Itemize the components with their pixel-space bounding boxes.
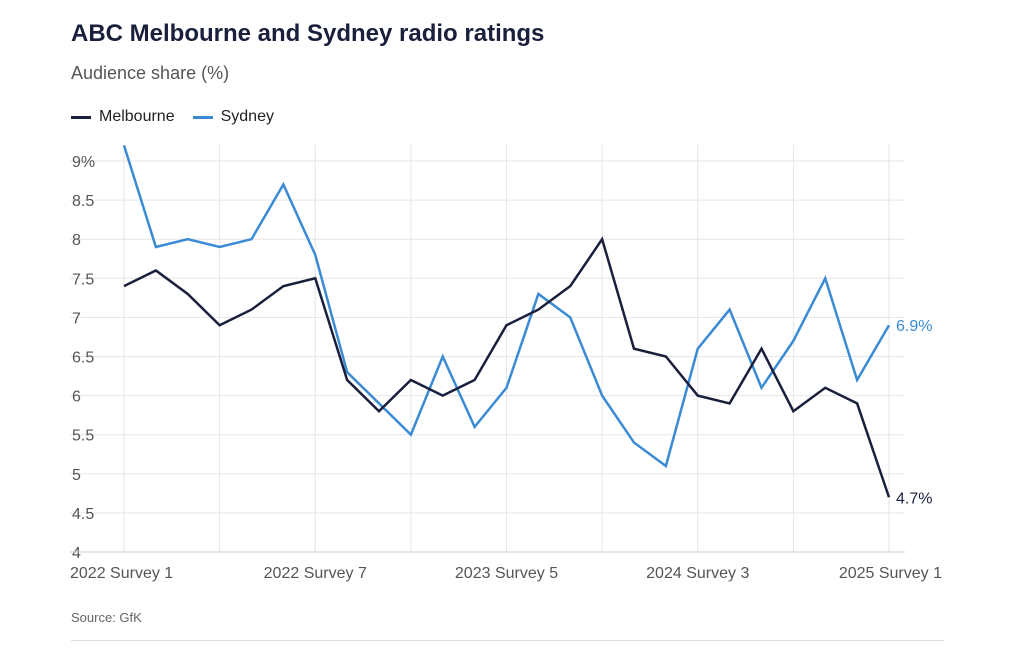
legend: Melbourne Sydney bbox=[71, 108, 274, 126]
y-tick-label: 6.5 bbox=[72, 350, 94, 367]
y-tick-label: 9% bbox=[72, 154, 95, 171]
legend-swatch bbox=[71, 115, 91, 119]
series-line-sydney bbox=[122, 144, 891, 469]
y-tick-label: 4.5 bbox=[72, 506, 94, 523]
source-note: Source: GfK bbox=[71, 610, 142, 625]
y-tick-label: 8.5 bbox=[72, 193, 94, 210]
legend-item-melbourne: Melbourne bbox=[71, 108, 175, 126]
divider bbox=[71, 640, 944, 641]
end-label-sydney: 6.9% bbox=[896, 318, 932, 335]
x-tick-label: 2025 Survey 1 bbox=[839, 565, 942, 582]
legend-label: Melbourne bbox=[99, 108, 175, 125]
y-tick-label: 5 bbox=[72, 467, 81, 484]
chart-subtitle: Audience share (%) bbox=[71, 63, 230, 83]
y-tick-label: 7.5 bbox=[72, 271, 94, 288]
x-tick-label: 2022 Survey 1 bbox=[70, 565, 173, 582]
legend-item-sydney: Sydney bbox=[192, 108, 274, 126]
y-tick-label: 4 bbox=[72, 545, 81, 562]
end-label-melbourne: 4.7% bbox=[896, 490, 932, 507]
legend-swatch bbox=[192, 115, 213, 119]
series-line-melbourne bbox=[123, 236, 891, 498]
y-tick-label: 7 bbox=[72, 310, 81, 327]
y-tick-label: 6 bbox=[72, 389, 81, 406]
y-tick-label: 5.5 bbox=[72, 428, 94, 445]
x-tick-label: 2024 Survey 3 bbox=[646, 565, 749, 582]
chart-title: ABC Melbourne and Sydney radio ratings bbox=[71, 20, 545, 47]
legend-label: Sydney bbox=[220, 108, 274, 125]
y-tick-label: 8 bbox=[72, 232, 81, 249]
x-tick-label: 2022 Survey 7 bbox=[264, 565, 367, 582]
x-tick-label: 2023 Survey 5 bbox=[455, 565, 558, 582]
